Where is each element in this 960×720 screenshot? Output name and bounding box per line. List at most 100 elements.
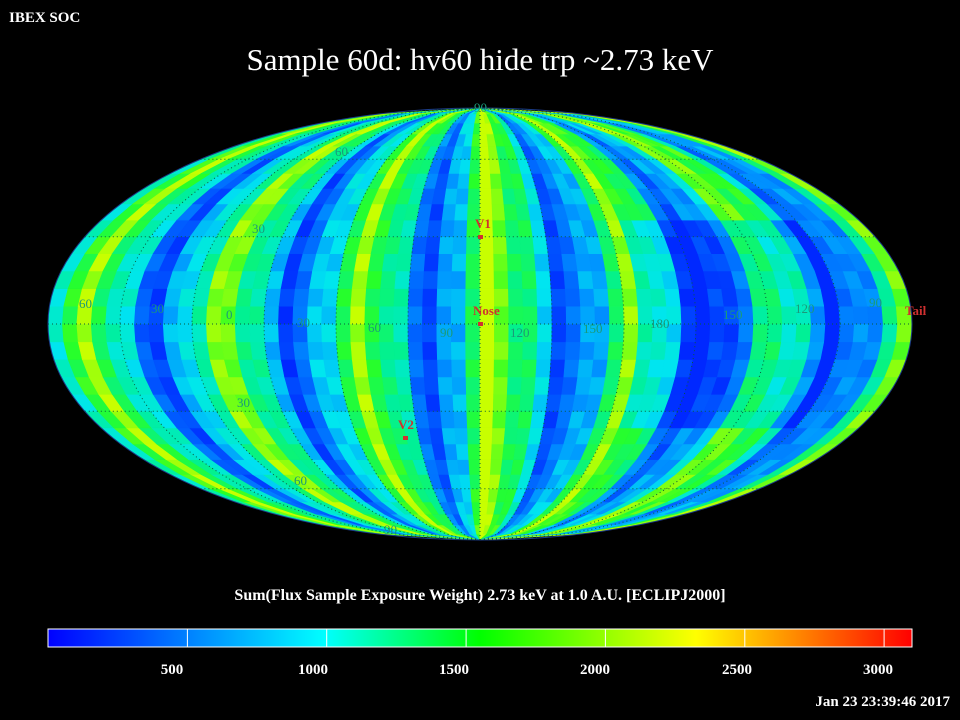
lat-label-60n: 60 — [335, 144, 348, 159]
flux-tile — [453, 410, 468, 429]
flux-tile — [455, 188, 470, 205]
flux-tile — [422, 270, 439, 289]
flux-tile — [278, 323, 294, 343]
flux-tile — [90, 323, 108, 343]
flux-tile — [522, 288, 538, 307]
flux-tile — [436, 288, 452, 307]
colorbar-title: Sum(Flux Sample Exposure Weight) 2.73 ke… — [234, 587, 726, 604]
flux-tile — [504, 410, 520, 429]
flux-tile — [206, 305, 223, 325]
flux-tile — [321, 288, 339, 307]
flux-tile — [809, 323, 826, 343]
flux-tile — [577, 270, 594, 289]
flux-tile — [379, 341, 396, 360]
flux-tile — [737, 323, 754, 343]
flux-tile — [852, 323, 870, 343]
flux-tile — [766, 305, 783, 325]
flux-tile — [395, 376, 413, 395]
flux-tile — [162, 323, 179, 343]
flux-tile — [438, 236, 455, 254]
flux-tile — [364, 341, 381, 360]
flux-tile — [440, 410, 456, 429]
flux-tile — [694, 323, 711, 343]
flux-tile — [429, 427, 445, 445]
flux-tile — [278, 288, 296, 307]
colorbar-tick-label: 3000 — [863, 662, 893, 678]
flux-tile — [479, 488, 490, 503]
flux-tile — [493, 270, 509, 289]
flux-tile — [503, 203, 519, 221]
flux-tile — [336, 288, 353, 307]
flux-tile — [664, 341, 682, 360]
flux-tile — [437, 359, 453, 378]
flux-tile — [409, 253, 426, 272]
flux-tile — [350, 305, 366, 325]
flux-tile — [105, 305, 122, 325]
flux-tile — [450, 323, 466, 343]
flux-tile — [537, 305, 553, 325]
flux-tile — [867, 323, 884, 343]
flux-tile — [443, 443, 458, 460]
flux-tile — [795, 323, 812, 343]
flux-tile — [577, 359, 594, 378]
flux-tile — [537, 323, 553, 343]
flux-tile — [249, 323, 266, 343]
flux-tile — [723, 323, 740, 343]
flux-tile — [407, 288, 424, 307]
flux-tile — [409, 376, 426, 395]
meridian-line — [407, 108, 481, 540]
flux-tile — [479, 341, 495, 360]
flux-tile — [607, 288, 624, 307]
flux-tile — [367, 253, 386, 272]
flux-tile — [519, 393, 535, 412]
flux-tile — [752, 323, 769, 343]
flux-tile — [278, 341, 296, 360]
flux-tile — [364, 288, 381, 307]
flux-tile — [452, 236, 468, 254]
flux-tile — [451, 270, 467, 289]
lon-label: 150 — [583, 321, 603, 336]
flux-tile — [507, 359, 523, 378]
figure-title: Sample 60d: hv60 hide trp ~2.73 keV — [246, 42, 714, 77]
flux-tile — [471, 133, 481, 147]
flux-tile — [506, 253, 523, 272]
flux-tile — [134, 305, 151, 325]
flux-tile — [221, 341, 239, 360]
flux-tile — [467, 427, 481, 445]
flux-tile — [470, 488, 481, 503]
flux-tile — [336, 341, 353, 360]
flux-tile — [479, 159, 491, 174]
lon-label: 90 — [869, 295, 882, 310]
flux-tile — [579, 341, 596, 360]
flux-tile — [838, 323, 855, 343]
flux-tile — [422, 288, 438, 307]
flux-tile — [551, 323, 567, 343]
flux-tile — [450, 341, 467, 360]
flux-tile — [425, 236, 441, 254]
flux-tile — [465, 376, 481, 395]
flux-tile — [549, 270, 566, 289]
flux-tile — [678, 288, 696, 307]
flux-tile — [351, 359, 369, 378]
flux-tile — [522, 341, 538, 360]
flux-tile — [517, 219, 534, 237]
flux-tile — [443, 188, 458, 205]
flux-tile — [162, 305, 179, 325]
flux-tile — [321, 305, 337, 325]
flux-tile — [436, 341, 452, 360]
lon-label: 60 — [79, 296, 92, 311]
flux-tile — [436, 305, 452, 325]
flux-tile — [766, 323, 783, 343]
flux-tile — [351, 270, 369, 289]
flux-tile — [466, 393, 481, 412]
flux-tile — [440, 219, 456, 237]
flux-tile — [367, 376, 386, 395]
colorbar-tick-label: 1500 — [439, 662, 469, 678]
flux-tile — [411, 393, 428, 412]
flux-tile — [492, 410, 507, 429]
meridian-line — [479, 108, 553, 540]
flux-tile — [593, 341, 610, 360]
flux-tile — [508, 341, 524, 360]
flux-tile — [479, 236, 494, 254]
flux-tile — [494, 323, 510, 343]
